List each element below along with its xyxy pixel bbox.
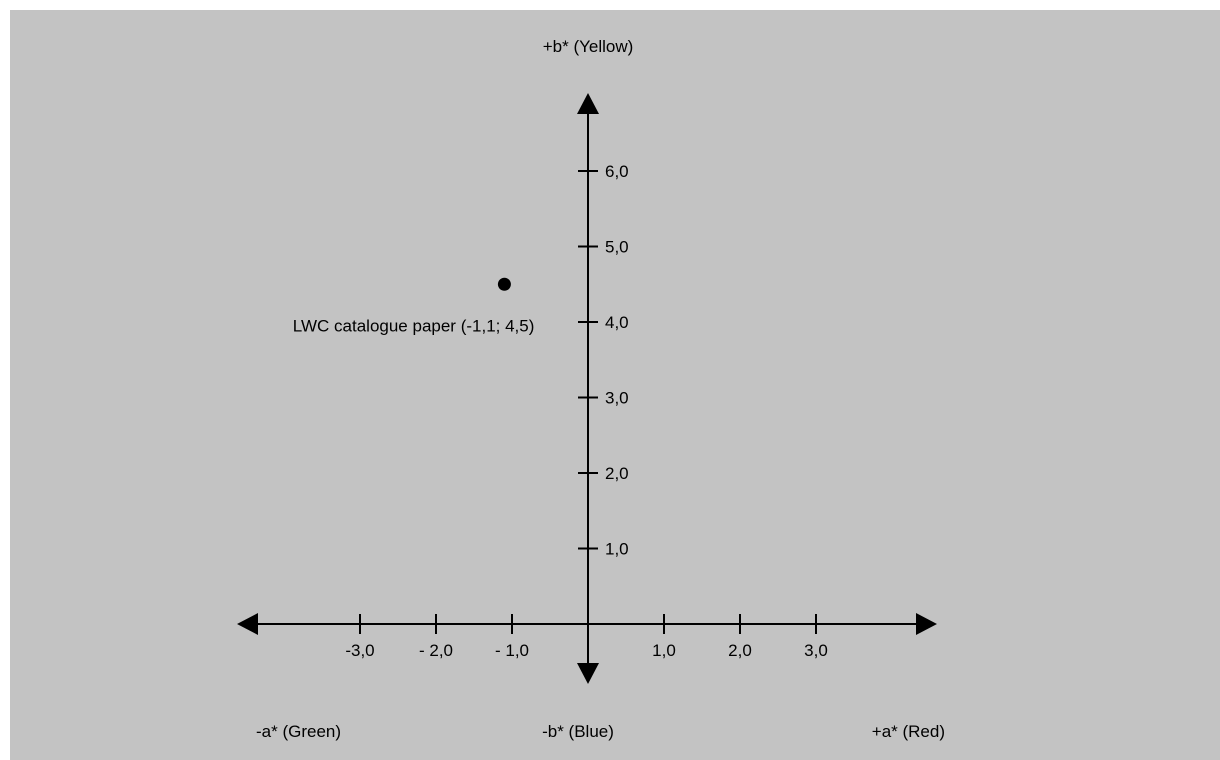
data-points: LWC catalogue paper (-1,1; 4,5) [293,277,535,335]
x-tick-label: 1,0 [652,641,676,660]
x-tick-label: - 2,0 [419,641,453,660]
x-positive-axis-label: +a* (Red) [872,722,945,741]
data-point [497,277,511,291]
y-axis-up-arrow [577,93,599,114]
x-axis-right-arrow [916,613,937,635]
y-tick-label: 5,0 [605,238,629,257]
y-tick-label: 4,0 [605,313,629,332]
y-tick-label: 2,0 [605,464,629,483]
chart-background [10,10,1220,760]
x-axis-left-arrow [237,613,258,635]
y-tick-label: 3,0 [605,389,629,408]
y-tick-label: 1,0 [605,540,629,559]
data-point-label: LWC catalogue paper (-1,1; 4,5) [293,316,535,335]
x-negative-axis-label: -a* (Green) [256,722,341,741]
x-tick-label: -3,0 [345,641,374,660]
y-negative-axis-label: -b* (Blue) [542,722,614,741]
y-axis-down-arrow [577,663,599,684]
x-tick-label: - 1,0 [495,641,529,660]
x-tick-label: 3,0 [804,641,828,660]
x-tick-label: 2,0 [728,641,752,660]
axis-ticks: -3,0 - 2,0 - 1,0 1,0 2,0 3,0 1,0 2,0 3,0 4,0 5,0 6,… [345,162,827,660]
y-tick-label: 6,0 [605,162,629,181]
y-positive-axis-label: +b* (Yellow) [543,37,634,56]
